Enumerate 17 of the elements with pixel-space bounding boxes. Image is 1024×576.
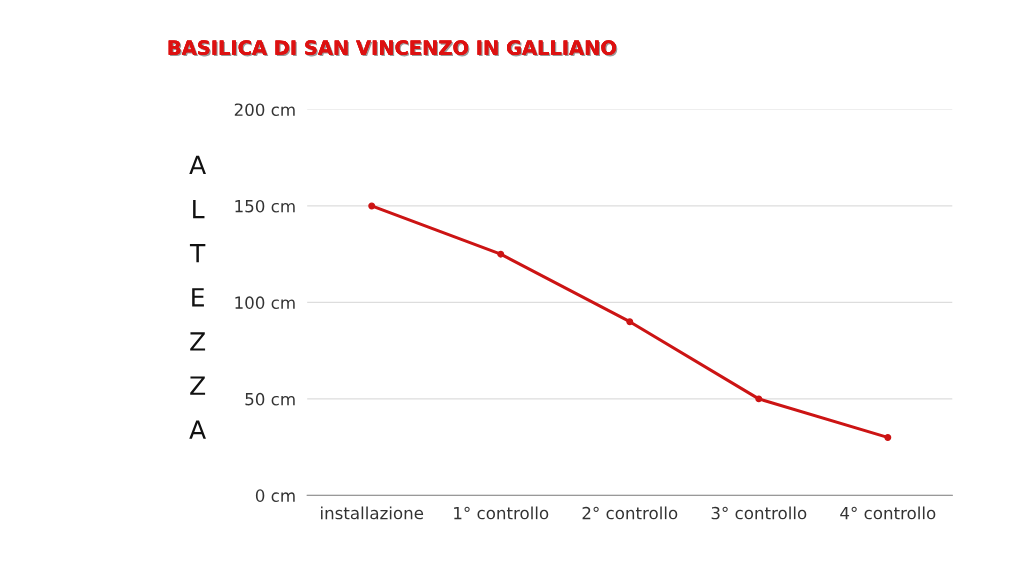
point [755,395,763,403]
y-axis-title: ALTEZZA [189,155,206,439]
point [626,318,634,326]
y-tick-label: 100 cm [235,296,295,309]
x-tick-label: installazione [321,506,424,520]
y-tick-label: 200 cm [234,103,295,117]
x-tick-label: 2° controllo [582,506,678,520]
x-tick-label: 3° controllo [711,506,807,520]
chart-title: BASILICA DI SAN VINCENZO IN GALLIANO [168,40,618,57]
y-tick-label: 50 cm [245,392,295,406]
y-tick-label: 150 cm [235,199,295,213]
x-tick-label: 4° controllo [840,506,936,520]
y-tick-label: 0 cm [255,489,295,502]
point [368,202,376,210]
x-tick-label: 1° controllo [454,506,549,520]
point [497,250,505,258]
point [884,433,892,441]
